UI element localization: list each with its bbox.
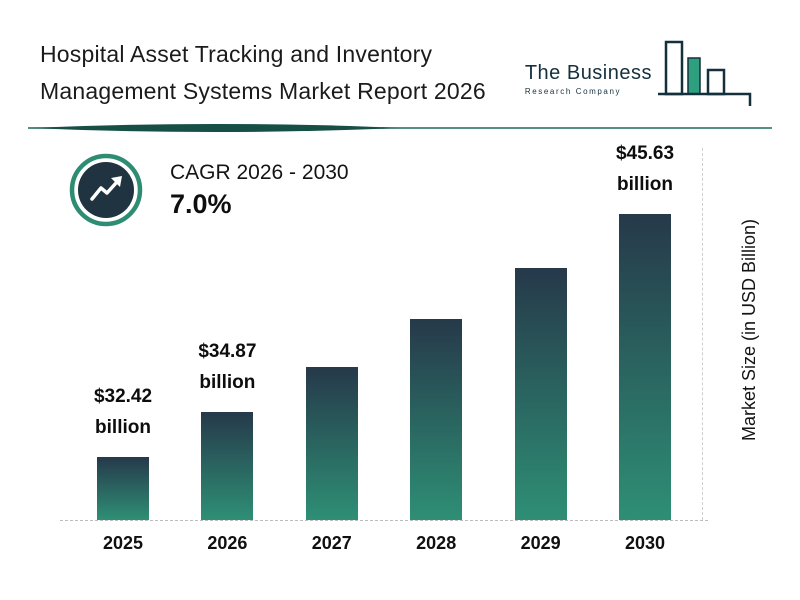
divider-line	[28, 124, 772, 132]
growth-arrow-icon	[69, 153, 143, 227]
cagr-label: CAGR 2026 - 2030	[170, 160, 349, 184]
bar-2028	[410, 319, 463, 520]
logo-company-subtitle: Research Company	[524, 87, 622, 96]
right-grid-line	[702, 148, 703, 520]
x-axis-label-2030: 2030	[624, 533, 666, 553]
y-axis-title: Market Size (in USD Billion)	[739, 218, 759, 442]
bar-2026	[201, 412, 254, 520]
company-logo: The Business Research Company	[525, 36, 758, 110]
bar-chart-logo-icon	[658, 40, 752, 106]
cagr-value: 7.0%	[170, 188, 232, 219]
x-axis-label-2029: 2029	[520, 533, 561, 553]
bar-2025	[97, 457, 149, 520]
bar-2030	[619, 214, 671, 520]
x-axis-label-2028: 2028	[416, 533, 457, 553]
logo-company-name: The Business	[524, 62, 652, 84]
bar-chart: 2025 $32.42 billion 2026 $34.87 billion 2027 20…	[65, 140, 705, 553]
cagr-block: CAGR 2026 - 2030 7.0%	[66, 150, 349, 230]
page-title-line2: Management Systems Market Report 2026	[40, 78, 486, 104]
x-axis-baseline	[60, 520, 708, 521]
page-title: Hospital Asset Tracking and Inventory Ma…	[40, 36, 486, 110]
value-label-2025: $32.42 billion	[93, 386, 153, 438]
x-axis-label-2025: 2025	[102, 533, 144, 553]
bar-2027	[305, 367, 358, 520]
bar-2029	[514, 268, 567, 520]
cagr-texts: CAGR 2026 - 2030 7.0%	[170, 161, 349, 220]
logo-text: The Business Research Company	[525, 62, 652, 110]
x-axis-label-2026: 2026	[207, 533, 248, 553]
page-title-line1: Hospital Asset Tracking and Inventory	[40, 41, 433, 67]
value-label-2026: $34.87 billion	[198, 341, 257, 393]
x-axis-label-2027: 2027	[311, 533, 352, 553]
value-label-2030: $45.63 billion	[615, 143, 675, 195]
